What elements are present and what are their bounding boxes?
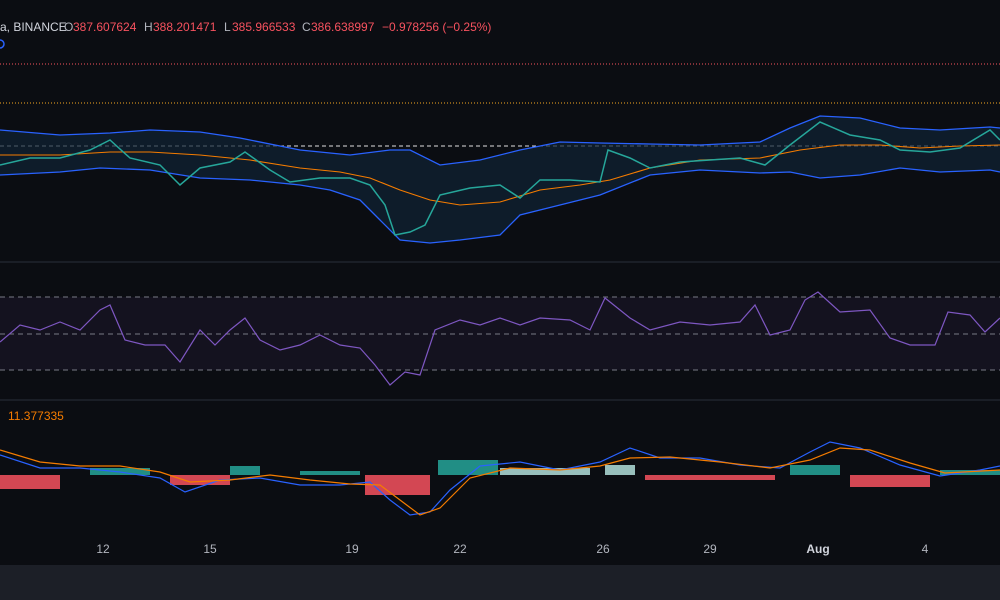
time-label: 29 bbox=[703, 542, 717, 556]
hist-block bbox=[605, 465, 635, 475]
hist-block bbox=[790, 465, 840, 475]
hist-block bbox=[0, 475, 60, 489]
upper-band bbox=[0, 115, 1000, 166]
macd-line bbox=[0, 441, 1000, 516]
ohlc-value: 388.201471 bbox=[153, 20, 217, 34]
hist-block bbox=[500, 468, 590, 475]
rsi-line bbox=[0, 291, 1000, 386]
time-label: 12 bbox=[96, 542, 110, 556]
hist-block bbox=[438, 460, 498, 475]
ohlc-label: O bbox=[64, 20, 73, 34]
ohlc-label: L bbox=[224, 20, 231, 34]
hist-block bbox=[850, 475, 930, 487]
time-label: 4 bbox=[922, 542, 929, 556]
axis-footer bbox=[0, 565, 1000, 600]
hist-block bbox=[365, 475, 430, 495]
ohlc-label: C bbox=[302, 20, 311, 34]
macd-value: 11.377335 bbox=[8, 409, 64, 423]
hist-block bbox=[940, 470, 1000, 475]
hist-block bbox=[645, 475, 775, 480]
macd-histogram bbox=[0, 460, 1000, 495]
band-fill bbox=[0, 116, 1000, 243]
indicator-icon[interactable] bbox=[0, 39, 5, 49]
ohlc-value: 386.638997 bbox=[311, 20, 375, 34]
hist-block bbox=[300, 471, 360, 475]
hist-block bbox=[170, 475, 230, 485]
price-line bbox=[0, 121, 1000, 236]
symbol: a, BINANCE bbox=[0, 20, 67, 34]
time-label: 15 bbox=[203, 542, 217, 556]
time-label: 19 bbox=[345, 542, 359, 556]
hist-block bbox=[230, 466, 260, 475]
change: −0.978256 (−0.25%) bbox=[382, 20, 491, 34]
signal-line bbox=[0, 447, 1000, 516]
time-label: 26 bbox=[596, 542, 610, 556]
time-label: 22 bbox=[453, 542, 467, 556]
ohlc-value: 385.966533 bbox=[232, 20, 296, 34]
basis-line bbox=[0, 144, 1000, 206]
ohlc-label: H bbox=[144, 20, 153, 34]
ohlc-value: 387.607624 bbox=[73, 20, 137, 34]
time-label: Aug bbox=[806, 542, 829, 556]
lower-band bbox=[0, 167, 1000, 244]
